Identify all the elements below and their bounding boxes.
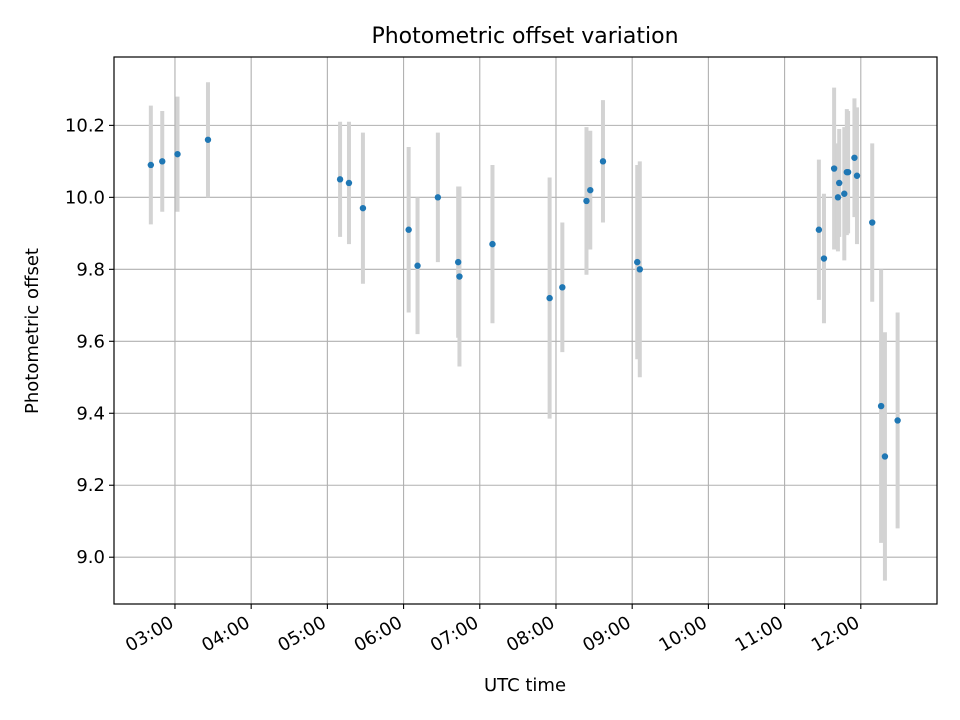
- data-point: [877, 402, 885, 410]
- data-point: [634, 258, 641, 266]
- error-bars: [148, 82, 900, 581]
- y-tick-label: 10.2: [65, 115, 105, 136]
- data-point: [851, 154, 858, 161]
- y-tick-label: 9.0: [76, 547, 105, 568]
- x-axis-ticks: 03:00 04:00 05:00 06:00 07:00 08:00 09:00 10:00…: [122, 604, 863, 656]
- data-point: [830, 165, 838, 172]
- x-tick-label: 11:00: [732, 612, 787, 656]
- x-tick-label: 12:00: [808, 612, 863, 656]
- y-tick-label: 9.6: [76, 331, 105, 352]
- data-point: [599, 158, 607, 165]
- data-point: [844, 168, 852, 176]
- data-point: [815, 226, 823, 233]
- x-tick-label: 04:00: [198, 612, 253, 656]
- data-point: [414, 262, 421, 269]
- data-point: [636, 266, 644, 273]
- x-tick-label: 09:00: [579, 612, 634, 656]
- data-point: [336, 176, 344, 183]
- data-point: [174, 150, 181, 158]
- y-tick-label: 9.2: [76, 475, 105, 496]
- plot-frame: [113, 56, 938, 605]
- y-axis-label: Photometric offset: [22, 248, 43, 414]
- x-gridlines: [174, 57, 862, 604]
- x-tick-label: 10:00: [655, 612, 710, 656]
- x-tick-label: 06:00: [351, 612, 406, 656]
- x-axis-label: UTC time: [484, 675, 566, 696]
- data-point: [434, 194, 442, 201]
- data-point: [456, 273, 463, 280]
- y-axis-ticks: 9.0 9.2 9.4 9.6 9.8 10.0 10.2: [65, 115, 114, 568]
- x-tick-label: 07:00: [427, 612, 482, 656]
- data-point: [836, 179, 843, 187]
- data-point: [204, 136, 212, 143]
- y-tick-label: 10.0: [65, 187, 105, 208]
- y-tick-label: 9.4: [76, 403, 105, 424]
- data-point: [345, 179, 353, 187]
- data-point: [546, 294, 553, 302]
- data-point: [853, 172, 861, 179]
- x-tick-label: 05:00: [274, 612, 329, 656]
- data-point: [834, 194, 842, 201]
- data-point: [869, 219, 876, 226]
- data-point: [159, 158, 166, 165]
- data-point: [454, 258, 462, 266]
- data-point: [489, 240, 496, 248]
- data-point: [359, 204, 367, 212]
- data-point: [820, 255, 828, 262]
- data-point: [587, 186, 594, 194]
- data-point: [405, 226, 412, 233]
- data-point: [583, 197, 590, 205]
- x-tick-label: 08:00: [503, 612, 558, 656]
- data-point: [147, 161, 155, 169]
- data-points: [147, 136, 901, 460]
- data-point: [559, 284, 566, 291]
- x-tick-label: 03:00: [122, 612, 177, 656]
- y-tick-label: 9.8: [76, 259, 105, 280]
- chart-title: Photometric offset variation: [371, 24, 678, 49]
- data-point: [881, 453, 889, 460]
- y-gridlines: [114, 124, 937, 558]
- data-point: [894, 417, 901, 424]
- data-point: [841, 190, 848, 197]
